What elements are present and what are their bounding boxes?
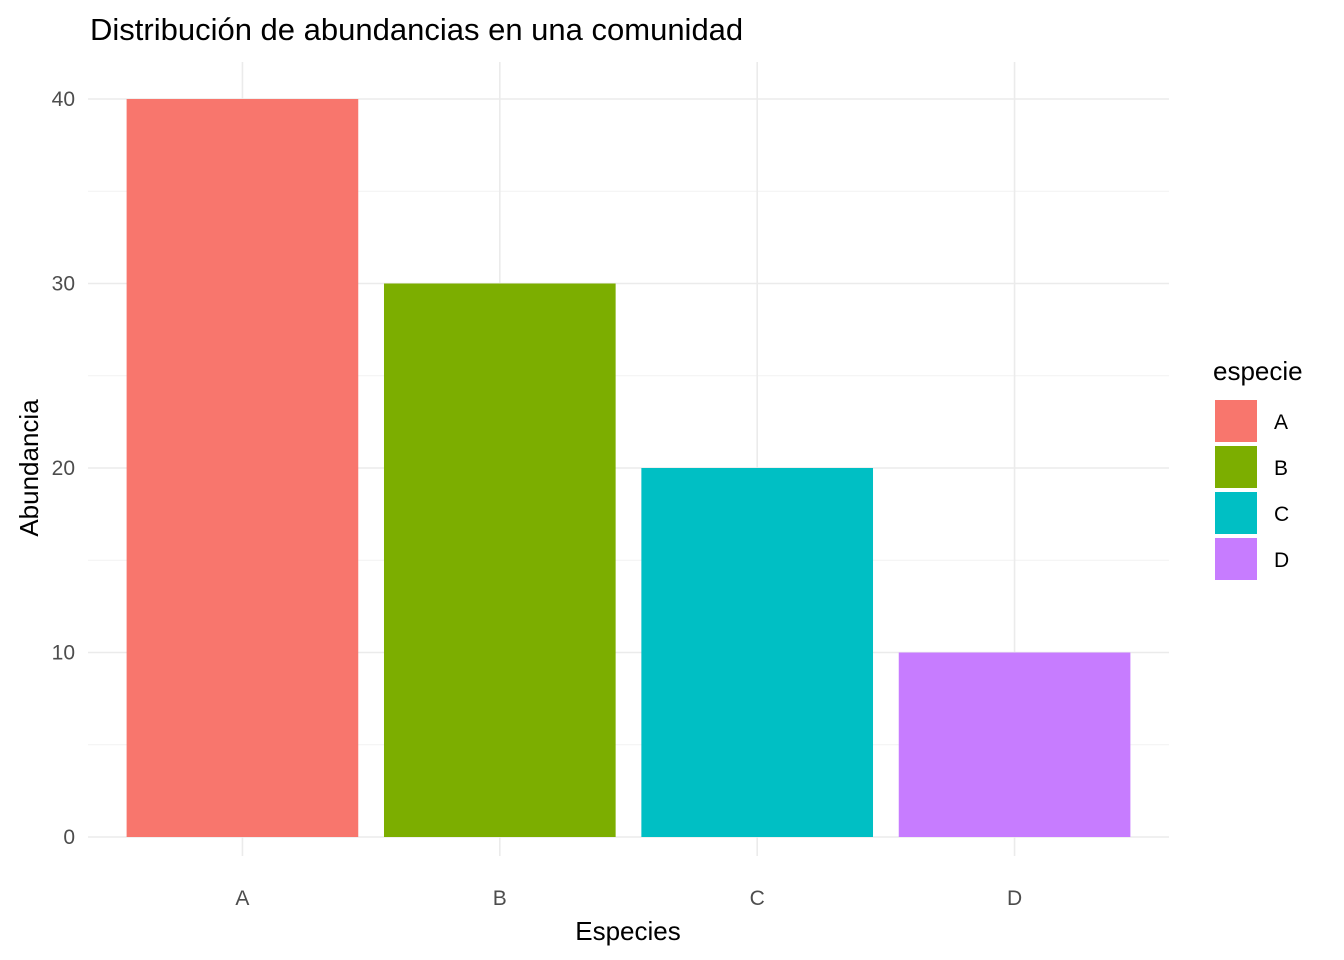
bar-d <box>898 652 1131 837</box>
legend-label: D <box>1274 549 1289 572</box>
x-tick-label: A <box>235 887 249 910</box>
legend-title: especie <box>1213 356 1303 386</box>
legend-key-a <box>1215 400 1257 442</box>
y-tick-label: 40 <box>52 88 75 111</box>
y-axis-ticks: 0 10 20 30 40 <box>52 88 75 849</box>
x-axis-title: Especies <box>575 916 681 946</box>
chart-title: Distribución de abundancias en una comun… <box>90 12 743 47</box>
y-tick-label: 0 <box>63 826 75 849</box>
legend-key-d <box>1215 538 1257 580</box>
y-tick-label: 30 <box>52 273 75 296</box>
bar-b <box>383 283 616 837</box>
x-tick-label: B <box>493 887 507 910</box>
legend-key-b <box>1215 446 1257 488</box>
legend-label: B <box>1274 457 1288 480</box>
legend-label: A <box>1274 411 1288 434</box>
y-tick-label: 10 <box>52 642 75 665</box>
legend-key-c <box>1215 492 1257 534</box>
bar-a <box>126 99 359 837</box>
legend-label: C <box>1274 503 1289 526</box>
x-axis-ticks: A B C D <box>235 887 1022 910</box>
bar-c <box>641 468 874 837</box>
y-tick-label: 20 <box>52 457 75 480</box>
bars <box>126 99 1131 837</box>
x-tick-label: D <box>1007 887 1022 910</box>
y-axis-title: Abundancia <box>14 399 44 537</box>
x-tick-label: C <box>750 887 765 910</box>
